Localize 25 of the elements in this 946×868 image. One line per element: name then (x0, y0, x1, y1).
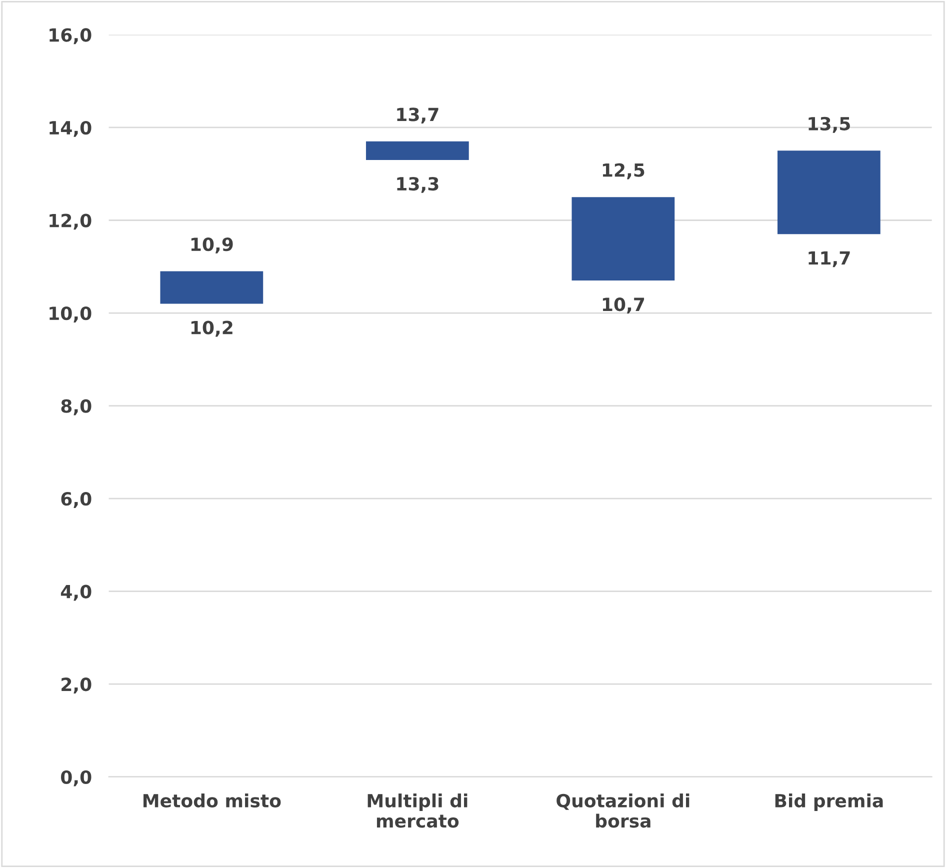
y-tick-label: 10,0 (50, 306, 92, 322)
annotation: 13,5 (808, 116, 850, 133)
annotation: 13,3 (397, 176, 438, 193)
y-tick-label: 2,0 (62, 678, 92, 694)
bar (366, 141, 469, 160)
x-tick-label: Multipli di mercato (368, 794, 468, 828)
y-tick-label: 16,0 (50, 28, 92, 44)
bar (572, 197, 675, 281)
bar (160, 271, 264, 304)
y-tick-label: 8,0 (61, 399, 92, 416)
annotation: 10,7 (602, 298, 644, 314)
y-tick-label: 12,0 (50, 214, 92, 230)
x-tick-label: Metodo misto (144, 794, 281, 808)
y-tick-label: 4,0 (60, 584, 92, 601)
annotation: 11,7 (808, 251, 850, 268)
x-tick-label: Quotazioni di borsa (556, 794, 690, 828)
annotation: 10,9 (191, 237, 233, 254)
annotation: 12,5 (602, 163, 644, 180)
annotation: 13,7 (397, 108, 438, 124)
y-tick-label: 6,0 (61, 492, 92, 508)
bar (777, 150, 880, 234)
annotation: 10,2 (191, 320, 232, 337)
y-tick-label: 0,0 (61, 770, 92, 786)
y-tick-label: 14,0 (50, 120, 92, 137)
x-tick-label: Bid premia (775, 794, 883, 811)
